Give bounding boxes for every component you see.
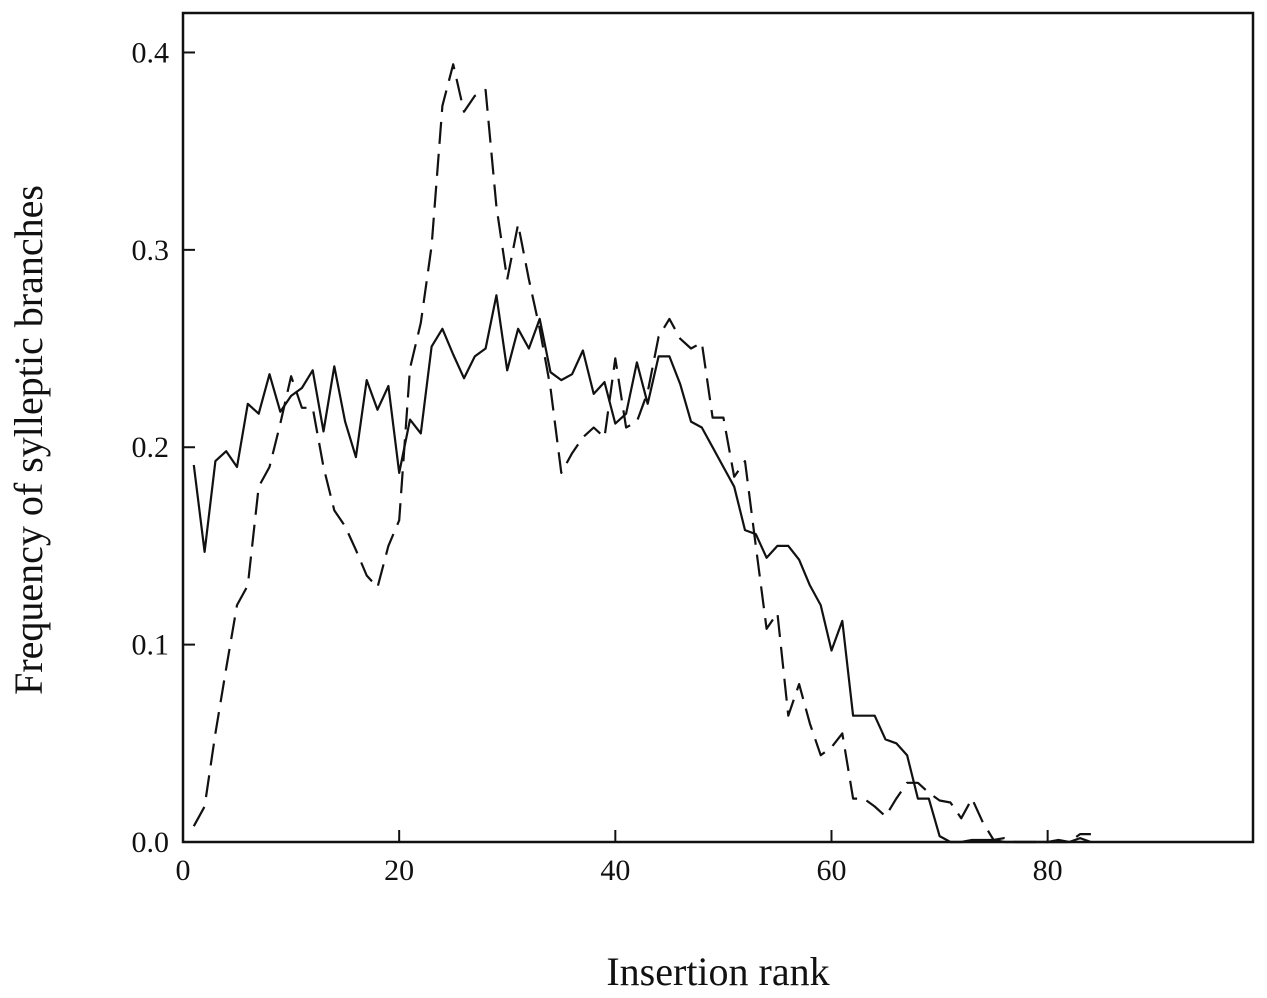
y-tick-label: 0.2 bbox=[132, 431, 170, 464]
y-tick-label: 0.4 bbox=[132, 36, 170, 69]
x-axis-title: Insertion rank bbox=[606, 949, 829, 994]
y-axis: 0.0 0.1 0.2 0.3 0.4 bbox=[132, 36, 195, 859]
series-line-dashed bbox=[192, 63, 1091, 844]
series-layer bbox=[192, 63, 1092, 844]
x-tick-label: 20 bbox=[384, 854, 414, 887]
x-axis: 0 20 40 60 80 bbox=[176, 830, 1063, 887]
y-tick-label: 0.1 bbox=[132, 629, 170, 662]
x-tick-label: 60 bbox=[816, 854, 846, 887]
series-line-solid bbox=[192, 294, 1092, 844]
x-tick-label: 40 bbox=[600, 854, 630, 887]
y-axis-title: Frequency of sylleptic branches bbox=[6, 185, 51, 695]
plot-frame bbox=[181, 11, 1255, 844]
x-tick-label: 0 bbox=[176, 854, 191, 887]
x-tick-label: 80 bbox=[1033, 854, 1063, 887]
y-tick-label: 0.3 bbox=[132, 234, 170, 267]
y-tick-label: 0.0 bbox=[132, 826, 170, 859]
